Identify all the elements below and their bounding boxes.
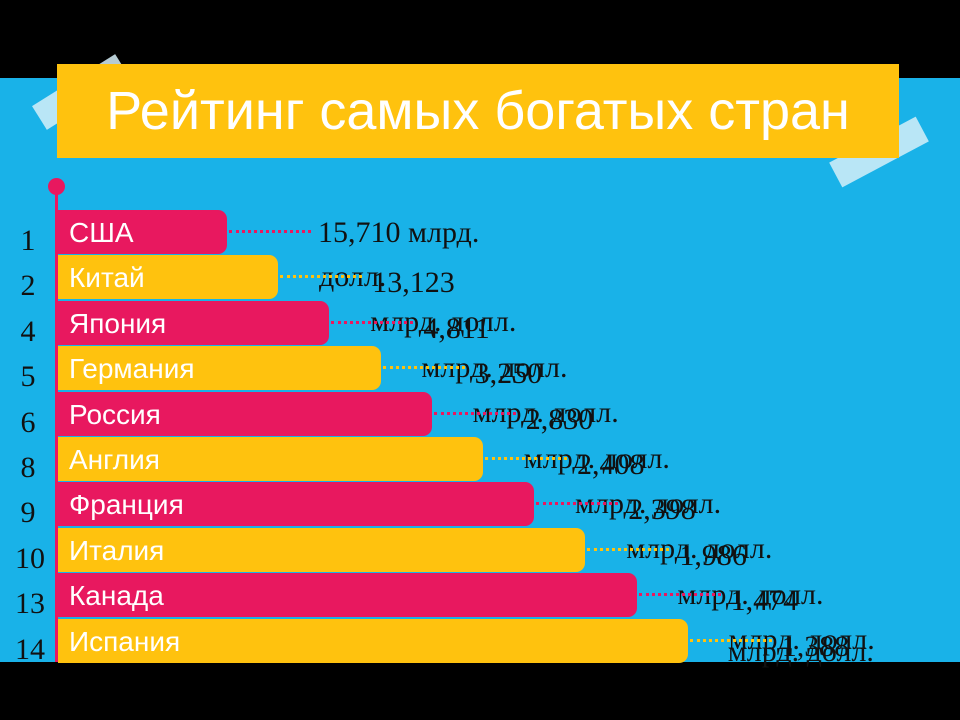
- rank-label: 8: [20, 451, 36, 484]
- unit-label: млрд. долл.: [727, 634, 874, 668]
- axis-line: [55, 186, 58, 662]
- data-value-label: 4,811: [423, 311, 490, 345]
- leader-line: [485, 457, 567, 460]
- rank-label: 1: [20, 224, 36, 257]
- chart-title: Рейтинг самых богатых стран: [106, 81, 850, 141]
- rank-label: 5: [20, 360, 36, 394]
- bar-category-label: Англия: [69, 444, 160, 475]
- leader-line: [382, 366, 465, 370]
- bar: [58, 618, 688, 663]
- bar: [58, 482, 535, 527]
- bar: [58, 527, 586, 572]
- bar-category-label: Германия: [69, 353, 195, 385]
- bar-category-label: Италия: [69, 534, 165, 566]
- data-value-label: 1,474: [730, 584, 799, 618]
- bar: [58, 300, 330, 345]
- data-value-label: 3,250: [474, 357, 543, 391]
- data-value-label: 1,388: [781, 629, 850, 663]
- rank-label: 6: [20, 405, 36, 439]
- leader-line: [587, 547, 670, 551]
- leader-line: [689, 638, 772, 642]
- rank-label: 14: [15, 632, 45, 666]
- data-value-label: 2,398: [628, 493, 696, 527]
- data-value-label: 2,408: [577, 448, 645, 481]
- data-value-label: 2,830: [525, 402, 594, 436]
- bar-category-label: Канада: [69, 580, 164, 612]
- leader-line: [280, 275, 363, 279]
- leader-line: [331, 320, 414, 324]
- bar-category-label: Япония: [69, 307, 167, 339]
- bar: [58, 437, 483, 481]
- leader-line: [229, 230, 311, 233]
- bar: [58, 391, 432, 436]
- leader-line: [638, 593, 721, 597]
- leader-line: [536, 502, 619, 506]
- data-value-label: 1,986: [679, 538, 747, 572]
- bar: [58, 210, 227, 254]
- bar-category-label: Франция: [69, 489, 184, 521]
- bar-category-label: Китай: [69, 262, 145, 294]
- rank-label: 13: [15, 587, 45, 621]
- bar: [58, 573, 637, 618]
- title-banner: Рейтинг самых богатых стран: [57, 64, 899, 158]
- axis-dot: [48, 178, 65, 195]
- rank-label: 9: [20, 496, 36, 530]
- bar: [58, 255, 279, 300]
- data-value-label: 13,123: [372, 266, 455, 300]
- leader-line: [433, 411, 516, 415]
- rank-label: 4: [20, 314, 36, 348]
- bar-category-label: Россия: [69, 398, 161, 430]
- rank-label: 2: [20, 269, 36, 303]
- bar-category-label: Испания: [69, 625, 181, 657]
- data-value-label: 15,710 млрд.: [318, 216, 480, 249]
- rank-label: 10: [15, 541, 45, 575]
- bar: [58, 346, 381, 391]
- bar-category-label: США: [69, 217, 134, 248]
